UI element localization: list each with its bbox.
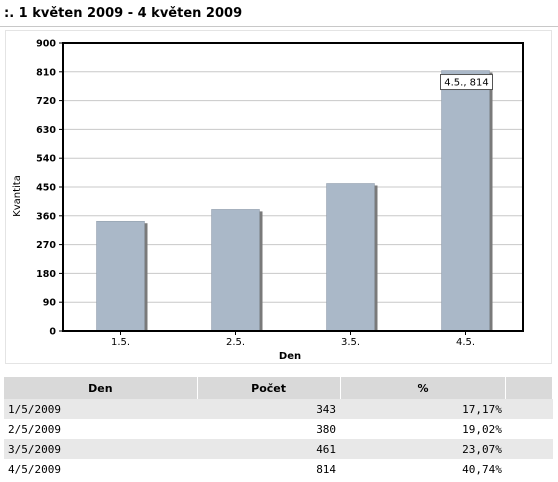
- bars: [96, 70, 490, 332]
- title-divider: [0, 26, 558, 27]
- cell-empty: [505, 419, 553, 439]
- bar-3.5.[interactable]: [326, 183, 375, 332]
- cell-date: 1/5/2009: [4, 399, 198, 419]
- cell-date: 3/5/2009: [4, 439, 198, 459]
- x-axis-label: Den: [279, 351, 301, 362]
- x-tick-label: 3.5.: [341, 337, 360, 348]
- x-tick-label: 4.5.: [456, 337, 475, 348]
- annotation-box: [440, 74, 493, 91]
- cell-date: 4/5/2009: [4, 459, 198, 479]
- y-tick-label: 450: [36, 183, 56, 194]
- column-header-count[interactable]: Počet: [197, 377, 341, 399]
- column-header-date[interactable]: Den: [4, 377, 198, 399]
- x-tick-label: 2.5.: [226, 337, 245, 348]
- cell-count: 461: [197, 439, 341, 459]
- cell-empty: [505, 399, 553, 419]
- bar-1.5.[interactable]: [96, 220, 145, 332]
- y-axis-label: Kvantita: [12, 175, 23, 217]
- bar-shadows: [99, 72, 493, 331]
- annotation-label: 4.5., 814: [444, 78, 489, 89]
- y-axis-ticks: 0 90 180 270 360 450 540 630 720 810 900: [36, 39, 63, 338]
- annotations: 4.5., 814: [440, 74, 493, 91]
- y-tick-label: 540: [36, 154, 56, 165]
- bar-2.5.[interactable]: [211, 209, 260, 332]
- y-tick-label: 720: [36, 96, 56, 107]
- column-header-percent[interactable]: %: [340, 377, 507, 399]
- y-tick-label: 180: [36, 269, 56, 280]
- y-tick-label: 630: [36, 125, 56, 136]
- bar-chart: 0 90 180 270 360 450 540 630 720 810 900 1.5. 2.5. 3…: [12, 39, 524, 362]
- cell-count: 814: [197, 459, 341, 479]
- cell-date: 2/5/2009: [4, 419, 198, 439]
- table-row: 1/5/2009 343 17,17%: [4, 399, 553, 419]
- x-tick-label: 1.5.: [111, 337, 130, 348]
- y-tick-label: 360: [36, 211, 56, 222]
- cell-count: 343: [197, 399, 341, 419]
- x-axis-ticks: 1.5. 2.5. 3.5. 4.5.: [111, 331, 475, 348]
- cell-empty: [505, 439, 553, 459]
- y-tick-label: 90: [43, 298, 57, 309]
- chart-panel: 0 90 180 270 360 450 540 630 720 810 900 1.5. 2.5. 3…: [5, 30, 552, 364]
- cell-empty: [505, 459, 553, 479]
- y-tick-label: 0: [49, 327, 56, 338]
- table-row: 3/5/2009 461 23,07%: [4, 439, 553, 459]
- cell-percent: 19,02%: [340, 419, 506, 439]
- column-header-empty: [505, 377, 553, 399]
- table-row: 2/5/2009 380 19,02%: [4, 419, 553, 439]
- y-tick-label: 810: [36, 67, 56, 78]
- y-tick-label: 900: [36, 39, 56, 50]
- bar-4.5.[interactable]: [441, 70, 490, 332]
- cell-percent: 23,07%: [340, 439, 506, 459]
- data-table: Den Počet % 1/5/2009 343 17,17% 2/5/2009…: [4, 377, 553, 479]
- report-title: :. 1 květen 2009 - 4 květen 2009: [4, 6, 243, 21]
- cell-percent: 40,74%: [340, 459, 506, 479]
- cell-count: 380: [197, 419, 341, 439]
- y-tick-label: 270: [36, 240, 56, 251]
- cell-percent: 17,17%: [340, 399, 506, 419]
- table-row: 4/5/2009 814 40,74%: [4, 459, 553, 479]
- table-header-row: Den Počet %: [4, 377, 553, 399]
